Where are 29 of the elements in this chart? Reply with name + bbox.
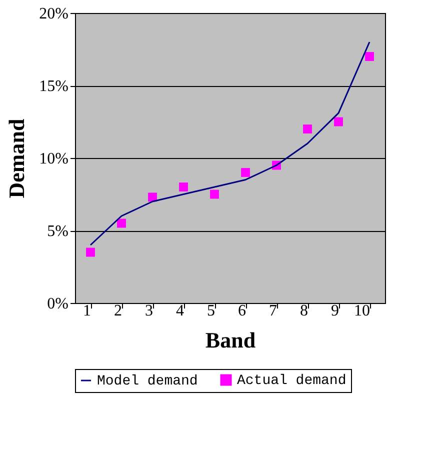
y-tick-label: 20% [39,6,68,22]
y-axis-title: Demand [4,118,30,198]
legend-label: Model demand [97,374,198,390]
y-tick-label: 15% [39,78,68,95]
x-tick-label: 4 [176,302,184,320]
x-tick-label: 3 [145,302,153,320]
point [334,117,343,126]
point [86,248,95,257]
y-tick-label: 0% [47,296,68,312]
x-tick-label: 10 [354,302,370,320]
point [148,192,157,202]
point [179,182,188,192]
point [241,168,250,177]
point [303,124,312,134]
legend-label: Actual demand [237,373,346,389]
x-tick-label: 2 [114,302,122,320]
x-tick-label: 5 [207,302,215,320]
x-tick-label: 9 [331,302,339,320]
point [365,52,374,61]
y-tick-label: 5% [47,223,68,240]
point [210,190,219,199]
x-axis-title: Band [205,328,256,352]
point [117,218,126,228]
x-tick-label: 8 [300,302,308,320]
y-tick-label: 10% [39,150,68,168]
x-tick-label: 6 [238,302,246,320]
x-tick-label: 7 [269,302,277,320]
line-series [90,41,370,246]
x-tick-label: 1 [83,302,91,320]
